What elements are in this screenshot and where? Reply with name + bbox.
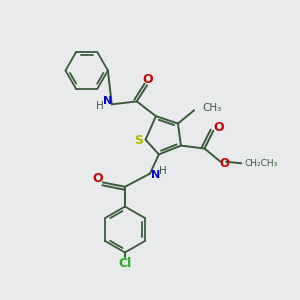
Text: O: O	[219, 157, 229, 170]
Text: CH₃: CH₃	[202, 103, 222, 113]
Text: S: S	[135, 134, 144, 147]
Text: O: O	[142, 74, 153, 86]
Text: O: O	[213, 121, 224, 134]
Text: Cl: Cl	[118, 257, 132, 270]
Text: H: H	[96, 101, 104, 111]
Text: O: O	[92, 172, 103, 185]
Text: N: N	[103, 96, 112, 106]
Text: CH₂CH₃: CH₂CH₃	[244, 159, 278, 168]
Text: N: N	[151, 170, 160, 180]
Text: H: H	[159, 166, 167, 176]
